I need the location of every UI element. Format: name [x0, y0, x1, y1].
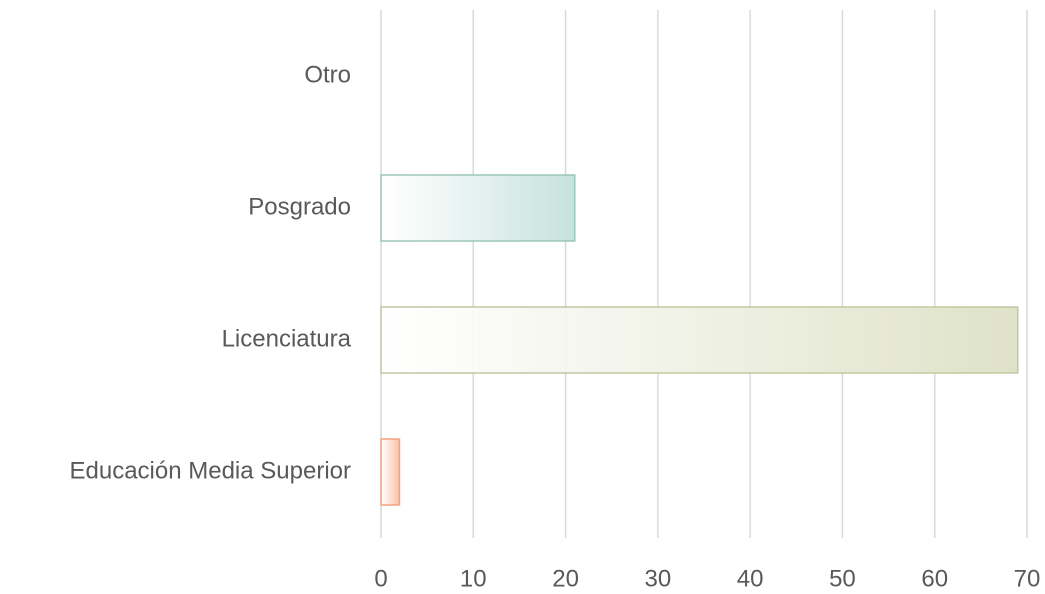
y-tick-label: Educación Media Superior [70, 457, 352, 484]
x-tick-label: 70 [1014, 565, 1041, 592]
y-tick-label: Licenciatura [222, 325, 352, 352]
x-tick-label: 40 [737, 565, 764, 592]
x-tick-label: 20 [552, 565, 579, 592]
bar [380, 306, 1019, 374]
x-tick-label: 10 [460, 565, 487, 592]
bar [380, 438, 401, 506]
y-tick-label: Posgrado [248, 193, 351, 220]
x-tick-label: 30 [645, 565, 672, 592]
x-tick-label: 50 [829, 565, 856, 592]
bar [380, 174, 576, 242]
x-tick-label: 0 [374, 565, 387, 592]
y-tick-label: Otro [304, 61, 351, 88]
x-tick-label: 60 [921, 565, 948, 592]
